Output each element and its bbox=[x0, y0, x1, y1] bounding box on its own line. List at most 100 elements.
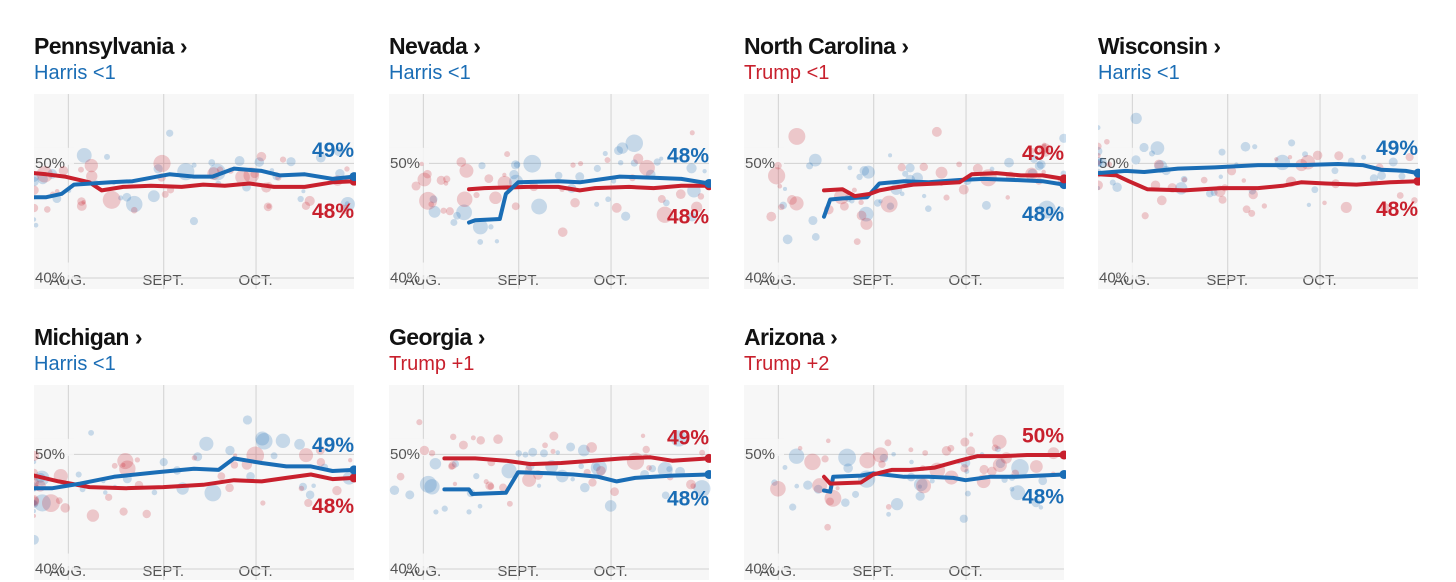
poll-chart: AUG. SEPT. OCT.50%40%48%48% bbox=[389, 94, 711, 289]
state-title-link[interactable]: Nevada › bbox=[389, 33, 481, 59]
poll-dot bbox=[34, 203, 39, 213]
poll-dot bbox=[448, 463, 455, 470]
poll-dot bbox=[824, 523, 831, 531]
poll-dot bbox=[1029, 154, 1039, 163]
state-title-link[interactable]: Pennsylvania › bbox=[34, 33, 187, 59]
poll-dot bbox=[489, 191, 502, 205]
poll-dot bbox=[34, 499, 39, 509]
poll-dot bbox=[153, 154, 171, 173]
poll-dot bbox=[147, 190, 160, 203]
x-tick-label: OCT. bbox=[948, 563, 982, 580]
y-tick-label: 50% bbox=[745, 155, 775, 172]
poll-dot bbox=[1098, 125, 1101, 131]
poll-dot bbox=[270, 452, 278, 460]
poll-dot bbox=[472, 219, 488, 235]
poll-dot bbox=[804, 453, 821, 471]
poll-dot bbox=[470, 435, 476, 441]
poll-dot bbox=[103, 490, 108, 495]
trend-line-trump bbox=[822, 171, 1066, 199]
poll-dot bbox=[159, 458, 168, 467]
poll-dot bbox=[929, 478, 935, 484]
poll-chart: AUG. SEPT. OCT.50%40%49%48% bbox=[389, 385, 711, 580]
poll-dot bbox=[34, 222, 39, 228]
plot-background bbox=[34, 94, 354, 289]
poll-dot bbox=[1098, 157, 1103, 167]
poll-dot bbox=[642, 445, 650, 454]
poll-dots bbox=[411, 130, 707, 245]
plot-background bbox=[1098, 94, 1418, 289]
poll-dot bbox=[126, 195, 143, 213]
poll-dot bbox=[1141, 212, 1149, 220]
state-title-link[interactable]: North Carolina › bbox=[744, 33, 909, 59]
poll-dot bbox=[1241, 178, 1247, 183]
poll-dot bbox=[339, 204, 349, 215]
poll-dot bbox=[960, 437, 970, 447]
poll-dot bbox=[610, 487, 619, 497]
poll-dot bbox=[34, 495, 40, 506]
poll-dot bbox=[255, 431, 270, 446]
poll-dot bbox=[594, 201, 600, 207]
poll-dot bbox=[925, 205, 932, 212]
poll-dot bbox=[485, 481, 494, 491]
poll-dot bbox=[633, 153, 644, 164]
state-name: Nevada bbox=[389, 33, 468, 59]
state-title-link[interactable]: Arizona › bbox=[744, 324, 838, 350]
end-value-label-harris: 48% bbox=[667, 487, 709, 510]
poll-dot bbox=[605, 196, 611, 203]
y-tick-backdrop bbox=[744, 553, 784, 571]
poll-dot bbox=[1139, 142, 1149, 153]
poll-dot bbox=[570, 197, 580, 208]
poll-dot bbox=[297, 195, 304, 203]
poll-dot bbox=[690, 483, 696, 489]
poll-dot bbox=[225, 483, 234, 493]
x-tick-label: OCT. bbox=[238, 563, 272, 580]
poll-dot bbox=[575, 172, 585, 182]
poll-dot bbox=[886, 511, 891, 517]
poll-dot bbox=[254, 157, 265, 167]
poll-dot bbox=[1034, 161, 1044, 171]
end-value-label-trump: 49% bbox=[667, 426, 709, 449]
poll-dot bbox=[208, 159, 216, 166]
poll-dot bbox=[596, 466, 606, 476]
poll-dot bbox=[483, 479, 489, 485]
state-panel-pennsylvania: Pennsylvania › Harris <1 AUG. SEPT. OCT. 50% 40… bbox=[34, 0, 356, 291]
poll-dot bbox=[580, 482, 590, 493]
trend-line-harris bbox=[822, 176, 1066, 219]
poll-dot bbox=[787, 195, 797, 205]
trend-line-harris bbox=[34, 456, 356, 491]
poll-dot bbox=[266, 203, 272, 209]
poll-dot bbox=[1398, 172, 1406, 180]
poll-dot bbox=[396, 472, 405, 481]
poll-dot bbox=[841, 498, 850, 507]
poll-dot bbox=[1011, 459, 1029, 477]
poll-dot bbox=[859, 166, 870, 176]
poll-dot bbox=[1306, 202, 1312, 208]
poll-dot bbox=[117, 452, 134, 470]
poll-dot bbox=[625, 134, 644, 153]
poll-dot bbox=[657, 195, 666, 204]
leader-margin: Harris <1 bbox=[1098, 62, 1180, 84]
state-panel-north-carolina: North Carolina › Trump <1 AUG. SEPT. OCT. 50% 4… bbox=[744, 0, 1066, 291]
poll-dot bbox=[852, 490, 860, 498]
poll-dot bbox=[675, 189, 686, 199]
state-title-link[interactable]: Wisconsin › bbox=[1098, 33, 1221, 59]
poll-dot bbox=[653, 158, 661, 166]
poll-dot bbox=[301, 189, 306, 194]
poll-dot bbox=[913, 477, 928, 492]
x-tick-label: SEPT. bbox=[142, 563, 184, 580]
state-title-link[interactable]: Georgia › bbox=[389, 324, 485, 350]
poll-dot bbox=[821, 455, 829, 463]
poll-dot bbox=[915, 491, 925, 501]
end-point-trump bbox=[1059, 450, 1066, 460]
poll-dot bbox=[315, 445, 325, 455]
y-tick-backdrop bbox=[389, 147, 429, 165]
poll-dot bbox=[1248, 209, 1256, 217]
poll-dot bbox=[789, 503, 797, 511]
poll-dot bbox=[902, 170, 909, 177]
poll-dot bbox=[858, 206, 874, 222]
poll-dot bbox=[1112, 182, 1122, 192]
poll-dot bbox=[824, 489, 842, 507]
state-title-link[interactable]: Michigan › bbox=[34, 324, 143, 350]
poll-dot bbox=[661, 491, 670, 500]
chevron-right-icon: › bbox=[901, 33, 909, 59]
